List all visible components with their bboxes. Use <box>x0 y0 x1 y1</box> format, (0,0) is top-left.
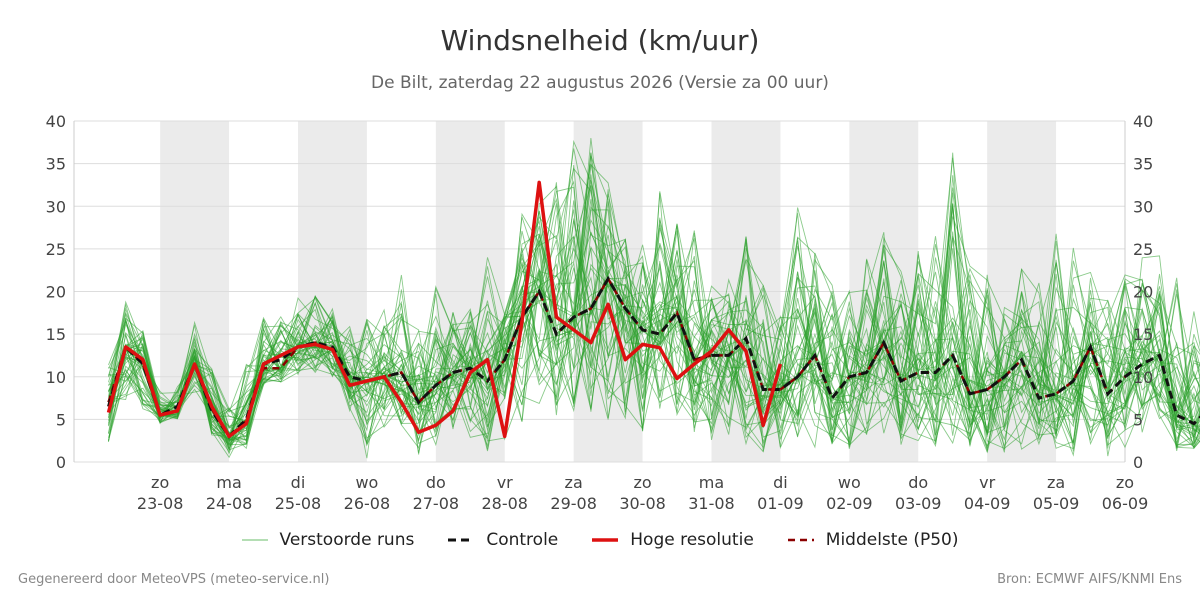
x-tick-day: ma <box>699 473 724 492</box>
x-tick-day: vr <box>979 473 995 492</box>
ensemble-run-line <box>108 185 1200 450</box>
x-tick-day: di <box>773 473 788 492</box>
x-tick-date: 30-08 <box>619 494 666 513</box>
y-tick-label-left: 30 <box>46 197 66 216</box>
ensemble-run-line <box>108 235 1200 448</box>
y-tick-label-left: 10 <box>46 368 66 387</box>
chart-title: Windsnelheid (km/uur) <box>440 24 760 57</box>
legend-item-runs: Verstoorde runs <box>241 530 415 550</box>
x-tick-date: 03-09 <box>895 494 942 513</box>
x-tick-day: wo <box>355 473 378 492</box>
x-tick-date: 06-09 <box>1102 494 1149 513</box>
ensemble-run-line <box>108 163 1200 450</box>
footer-source: Bron: ECMWF AIFS/KNMI Ens <box>997 572 1182 587</box>
ensemble-run-line <box>108 213 1200 452</box>
y-tick-label-right: 40 <box>1133 112 1153 131</box>
y-tick-label-right: 35 <box>1133 155 1153 174</box>
x-tick-day: zo <box>633 473 651 492</box>
legend: Verstoorde runs Controle Hoge resolutie … <box>0 530 1200 550</box>
x-tick-date: 27-08 <box>413 494 460 513</box>
y-tick-label-left: 5 <box>56 410 66 429</box>
x-tick-day: di <box>291 473 306 492</box>
legend-swatch-controle <box>448 538 475 542</box>
y-tick-label-left: 15 <box>46 325 66 344</box>
x-tick-date: 25-08 <box>275 494 322 513</box>
x-tick-day: zo <box>1116 473 1134 492</box>
legend-label-hoge-resolutie: Hoge resolutie <box>630 530 754 550</box>
y-tick-label-right: 0 <box>1133 453 1143 472</box>
x-tick-day: zo <box>151 473 169 492</box>
y-tick-label-left: 0 <box>56 453 66 472</box>
x-tick-day: ma <box>216 473 241 492</box>
ensemble-run-line <box>108 209 1200 449</box>
p50-line <box>107 276 1126 439</box>
legend-item-p50: Middelste (P50) <box>787 530 959 550</box>
x-tick-date: 23-08 <box>137 494 184 513</box>
x-tick-date: 26-08 <box>344 494 391 513</box>
y-tick-label-left: 40 <box>46 112 66 131</box>
y-tick-label-right: 15 <box>1133 325 1153 344</box>
legend-swatch-hoge-resolutie <box>592 538 619 542</box>
x-tick-day: do <box>426 473 446 492</box>
y-tick-label-left: 35 <box>46 155 66 174</box>
x-tick-day: za <box>565 473 583 492</box>
legend-swatch-runs <box>241 539 268 541</box>
y-tick-label-left: 25 <box>46 240 66 259</box>
main-lines <box>106 180 1200 439</box>
wind-speed-chart: 0 0 5 5 10 10 15 15 20 20 25 25 30 30 35 35 40 40 zo 23-08 m… <box>46 112 1200 513</box>
ensemble-run-line <box>108 193 1200 454</box>
hoge-resolutie-line <box>106 180 783 439</box>
y-tick-label-left: 20 <box>46 283 66 302</box>
x-tick-day: vr <box>497 473 513 492</box>
legend-label-p50: Middelste (P50) <box>825 530 959 550</box>
x-tick-day: do <box>908 473 928 492</box>
ensemble-run-line <box>108 209 1200 444</box>
y-tick-label-right: 25 <box>1133 240 1153 259</box>
legend-label-runs: Verstoorde runs <box>279 530 415 550</box>
ensemble-run-line <box>108 185 1200 451</box>
x-tick-date: 04-09 <box>964 494 1011 513</box>
y-tick-label-right: 10 <box>1133 368 1153 387</box>
tick-labels: 0 0 5 5 10 10 15 15 20 20 25 25 30 30 35 35 40 40 zo 23-08 m… <box>46 112 1154 513</box>
chart-subtitle: De Bilt, zaterdag 22 augustus 2026 (Vers… <box>371 73 829 93</box>
x-tick-day: wo <box>838 473 861 492</box>
x-tick-date: 01-09 <box>757 494 804 513</box>
legend-label-controle: Controle <box>486 530 559 550</box>
x-tick-date: 05-09 <box>1033 494 1080 513</box>
x-tick-day: za <box>1047 473 1065 492</box>
x-tick-date: 28-08 <box>481 494 528 513</box>
legend-item-hoge-resolutie: Hoge resolutie <box>592 530 754 550</box>
x-tick-date: 29-08 <box>550 494 597 513</box>
legend-swatch-p50 <box>787 538 814 542</box>
x-tick-date: 02-09 <box>826 494 873 513</box>
x-tick-date: 24-08 <box>206 494 253 513</box>
legend-item-controle: Controle <box>448 530 558 550</box>
ensemble-run-line <box>108 203 1200 452</box>
y-tick-label-right: 5 <box>1133 410 1143 429</box>
y-tick-label-right: 30 <box>1133 197 1153 216</box>
x-tick-date: 31-08 <box>688 494 735 513</box>
footer-generated-by: Gegenereerd door MeteoVPS (meteo-service… <box>18 572 330 587</box>
y-tick-label-right: 20 <box>1133 283 1153 302</box>
